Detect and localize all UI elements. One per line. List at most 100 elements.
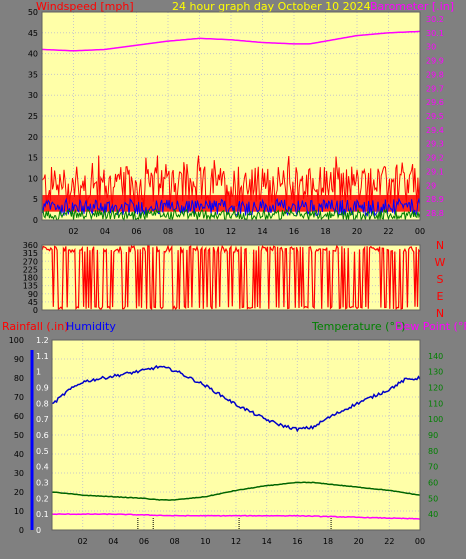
wind-y-tick-label: 40 xyxy=(28,50,38,59)
rain-tick-label: 0.1 xyxy=(36,510,49,519)
direction-y-tick-label: 180 xyxy=(23,274,38,283)
wind-y-tick-label: 25 xyxy=(28,112,38,121)
temp-x-tick-label: 12 xyxy=(231,537,241,546)
temperature-tick-label: 70 xyxy=(428,463,438,472)
temp-x-tick-label: 22 xyxy=(384,537,394,546)
dewpoint-series xyxy=(51,513,421,520)
humidity-tick-label: 50 xyxy=(14,431,24,440)
chart-title: 24 hour graph day October 10 2024 xyxy=(172,0,371,13)
compass-label: E xyxy=(437,290,444,303)
barometer-tick-label: 28.9 xyxy=(426,195,444,204)
temp-x-tick-label: 04 xyxy=(108,537,118,546)
wind-y-tick-label: 20 xyxy=(28,133,38,142)
temperature-tick-label: 130 xyxy=(428,368,443,377)
temp-x-tick-label: 18 xyxy=(323,537,333,546)
wind-average-series xyxy=(41,197,421,218)
temp-x-tick-label: 14 xyxy=(262,537,272,546)
temp-x-tick-label: 02 xyxy=(78,537,88,546)
wind-x-tick-label: 00 xyxy=(415,227,425,236)
wind-low-series xyxy=(41,208,421,222)
humidity-series xyxy=(51,364,421,433)
rain-tick-label: 1.1 xyxy=(36,352,49,361)
humidity-tick-label: 10 xyxy=(14,507,24,516)
barometer-tick-label: 30.1 xyxy=(426,29,444,38)
humidity-tick-label: 70 xyxy=(14,393,24,402)
temp-x-tick-label: 06 xyxy=(139,537,149,546)
barometer-tick-label: 29.8 xyxy=(426,70,444,79)
barometer-tick-label: 28.8 xyxy=(426,209,444,218)
direction-y-tick-label: 270 xyxy=(23,257,38,266)
barometer-tick-label: 29.6 xyxy=(426,98,444,107)
temp-x-tick-label: 08 xyxy=(170,537,180,546)
rain-tick-label: 0.3 xyxy=(36,479,49,488)
direction-y-tick-label: 0 xyxy=(33,306,38,315)
temperature-tick-label: 140 xyxy=(428,352,443,361)
wind-x-tick-label: 18 xyxy=(320,227,330,236)
wind-y-tick-label: 45 xyxy=(28,29,38,38)
rain-tick-label: 0 xyxy=(36,526,41,535)
barometer-tick-label: 29.5 xyxy=(426,112,444,121)
wind-x-tick-label: 22 xyxy=(383,227,393,236)
wind-plot-border xyxy=(41,11,421,221)
temperature-tick-label: 80 xyxy=(428,447,438,456)
temp-x-tick-label: 10 xyxy=(200,537,210,546)
humidity-tick-label: 20 xyxy=(14,488,24,497)
temperature-series xyxy=(51,481,421,501)
temperature-axis-title: Temperature (°F) xyxy=(311,320,406,333)
compass-label: N xyxy=(436,307,444,320)
temperature-tick-label: 110 xyxy=(428,399,443,408)
temp-x-tick-label: 00 xyxy=(415,537,425,546)
compass-label: N xyxy=(436,239,444,252)
barometer-tick-label: 29.1 xyxy=(426,167,444,176)
rain-tick-label: 0.6 xyxy=(36,431,49,440)
rain-tick-label: 0.9 xyxy=(36,384,49,393)
wind-x-tick-label: 08 xyxy=(163,227,173,236)
dewpoint-axis-title: Dew Point (°F) xyxy=(395,320,466,333)
temp-x-tick-label: 16 xyxy=(292,537,302,546)
temperature-tick-label: 90 xyxy=(428,431,438,440)
rain-tick-label: 0.8 xyxy=(36,399,49,408)
direction-y-tick-label: 360 xyxy=(23,241,38,250)
rain-tick-label: 1 xyxy=(36,368,41,377)
wind-y-tick-label: 30 xyxy=(28,91,38,100)
humidity-tick-label: 100 xyxy=(9,336,24,345)
barometer-tick-label: 29 xyxy=(426,181,436,190)
wind-y-tick-label: 50 xyxy=(28,8,38,17)
wind-panel: 0 5 10 15 20 25 30 35 40 45 50 02 04 06 08 10 12 14 16 18 20… xyxy=(28,8,444,236)
wind-y-tick-label: 0 xyxy=(33,216,38,225)
temperature-tick-label: 60 xyxy=(428,479,438,488)
wind-axis-title: Windspeed [mph] xyxy=(36,0,134,13)
wind-x-tick-label: 12 xyxy=(226,227,236,236)
rain-axis-title: Rainfall (.in) xyxy=(2,320,69,333)
temp-plot-border xyxy=(51,339,421,531)
barometer-tick-label: 29.4 xyxy=(426,126,444,135)
humidity-tick-label: 40 xyxy=(14,450,24,459)
wind-x-tick-label: 10 xyxy=(194,227,204,236)
rain-tick-label: 0.7 xyxy=(36,415,49,424)
humidity-tick-label: 80 xyxy=(14,374,24,383)
direction-y-tick-label: 90 xyxy=(28,290,38,299)
direction-y-tick-label: 225 xyxy=(23,265,38,274)
temperature-tick-label: 50 xyxy=(428,494,438,503)
humidity-axis-title: Humidity xyxy=(66,320,116,333)
compass-label: W xyxy=(435,256,446,269)
wind-y-tick-label: 5 xyxy=(33,195,38,204)
humidity-tick-label: 30 xyxy=(14,469,24,478)
rain-tick-label: 0.4 xyxy=(36,463,49,472)
temperature-tick-label: 100 xyxy=(428,415,443,424)
wind-x-tick-label: 20 xyxy=(352,227,362,236)
direction-y-tick-label: 135 xyxy=(23,282,38,291)
wind-y-tick-label: 10 xyxy=(28,174,38,183)
rain-tick-label: 1.2 xyxy=(36,336,49,345)
direction-y-tick-label: 45 xyxy=(28,298,38,307)
humidity-tick-label: 90 xyxy=(14,355,24,364)
wind-x-tick-label: 02 xyxy=(68,227,78,236)
temperature-tick-label: 40 xyxy=(428,510,438,519)
direction-plot-border xyxy=(41,244,421,311)
rain-tick-label: 0.5 xyxy=(36,447,49,456)
humidity-tick-label: 60 xyxy=(14,412,24,421)
wind-x-tick-label: 16 xyxy=(289,227,299,236)
barometer-tick-label: 30 xyxy=(426,43,436,52)
